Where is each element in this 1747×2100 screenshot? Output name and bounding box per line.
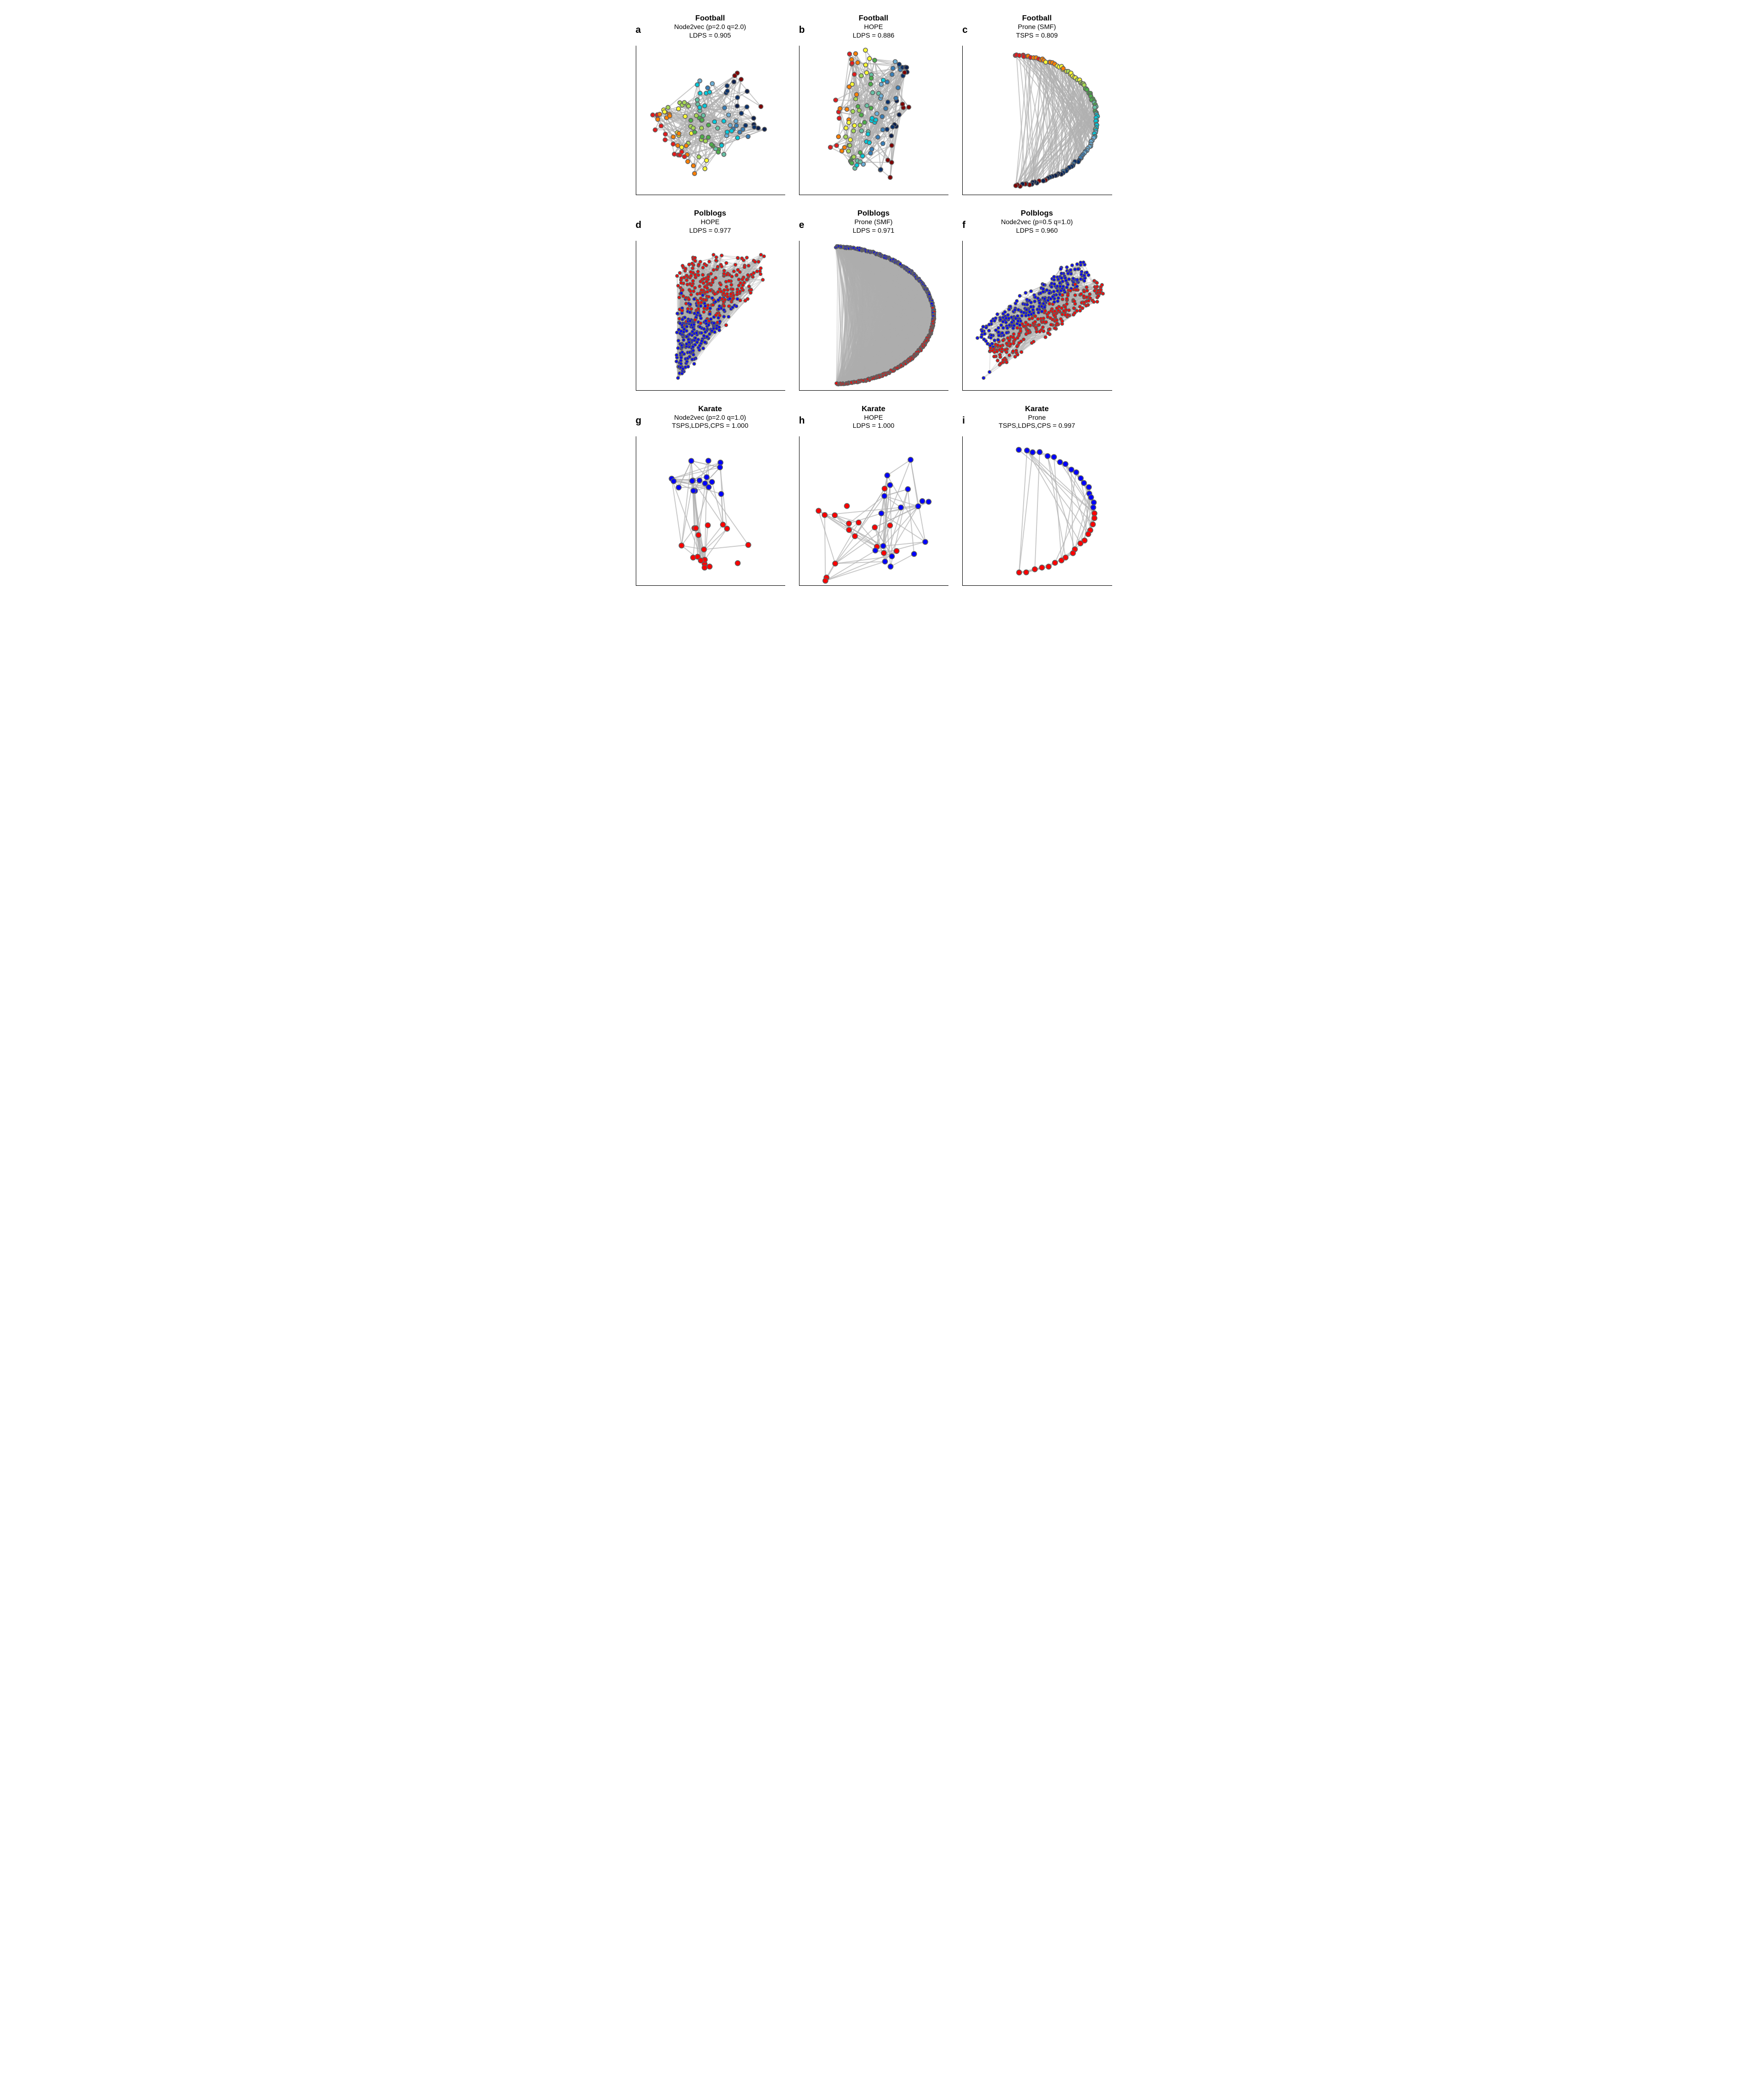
- panel-method: Prone: [962, 414, 1111, 422]
- panel-score: LDPS = 0.886: [799, 31, 948, 40]
- plot-box: [636, 436, 785, 586]
- panel-title-block: hKarateHOPELDPS = 1.000: [799, 405, 948, 434]
- plot-box: [799, 46, 948, 195]
- panel-d: d PolblogsHOPELDPS = 0.977: [636, 209, 785, 390]
- panel-dataset: Karate: [962, 405, 1111, 414]
- panel-method: HOPE: [799, 414, 948, 422]
- panel-letter: f: [962, 220, 966, 231]
- panel-title-block: c FootballProne (SMF)TSPS = 0.809: [962, 14, 1111, 44]
- panel-dataset: Karate: [636, 405, 785, 414]
- panel-letter: i: [962, 415, 965, 426]
- network-plot: [636, 241, 785, 390]
- network-plot: [636, 436, 785, 585]
- panel-method: Node2vec (p=2.0 q=1.0): [636, 414, 785, 422]
- network-plot: [799, 436, 948, 585]
- panel-g: gKarateNode2vec (p=2.0 q=1.0)TSPS,LDPS,C…: [636, 405, 785, 586]
- panel-score: LDPS = 0.905: [636, 31, 785, 40]
- panel-a: a FootballNode2vec (p=2.0 q=2.0)LDPS = 0.…: [636, 14, 785, 195]
- panel-title-block: d PolblogsHOPELDPS = 0.977: [636, 209, 785, 239]
- panel-letter: b: [799, 25, 805, 36]
- panel-dataset: Polblogs: [962, 209, 1111, 218]
- panel-method: Node2vec (p=2.0 q=2.0): [636, 23, 785, 31]
- panel-score: LDPS = 0.960: [962, 227, 1111, 235]
- panel-method: HOPE: [636, 218, 785, 227]
- figure-grid: aFootballNode2vec (p=2.0 q=2.0)LDPS = 0.…: [636, 14, 1112, 586]
- panel-title-block: a FootballNode2vec (p=2.0 q=2.0)LDPS = 0.…: [636, 14, 785, 44]
- panel-score: TSPS = 0.809: [962, 31, 1111, 40]
- panel-dataset: Polblogs: [636, 209, 785, 218]
- panel-score: LDPS = 1.000: [799, 422, 948, 430]
- panel-f: f PolblogsNode2vec (p=0.5 q=1.0)LDPS = 0.…: [962, 209, 1111, 390]
- panel-dataset: Karate: [799, 405, 948, 414]
- panel-letter: c: [962, 25, 967, 36]
- network-plot: [799, 46, 948, 195]
- panel-dataset: Polblogs: [799, 209, 948, 218]
- panel-method: HOPE: [799, 23, 948, 31]
- panel-title-block: b FootballHOPELDPS = 0.886: [799, 14, 948, 44]
- panel-dataset: Football: [962, 14, 1111, 23]
- network-plot: [963, 46, 1112, 195]
- network-plot: [963, 241, 1112, 390]
- panel-method: Prone (SMF): [799, 218, 948, 227]
- plot-box: [962, 46, 1112, 195]
- network-plot: [636, 46, 785, 195]
- panel-b: b FootballHOPELDPS = 0.886: [799, 14, 948, 195]
- plot-box: [636, 241, 785, 390]
- panel-e: e PolblogsProne (SMF)LDPS = 0.971: [799, 209, 948, 390]
- panel-title-block: e PolblogsProne (SMF)LDPS = 0.971: [799, 209, 948, 239]
- panel-score: TSPS,LDPS,CPS = 1.000: [636, 422, 785, 430]
- panel-title-block: iKarateProneTSPS,LDPS,CPS = 0.997: [962, 405, 1111, 434]
- network-plot: [963, 436, 1112, 585]
- panel-letter: g: [636, 415, 642, 426]
- panel-score: LDPS = 0.971: [799, 227, 948, 235]
- panel-method: Prone (SMF): [962, 23, 1111, 31]
- panel-letter: e: [799, 220, 804, 231]
- panel-method: Node2vec (p=0.5 q=1.0): [962, 218, 1111, 227]
- network-plot: [799, 241, 948, 390]
- panel-score: LDPS = 0.977: [636, 227, 785, 235]
- panel-title-block: gKarateNode2vec (p=2.0 q=1.0)TSPS,LDPS,C…: [636, 405, 785, 434]
- plot-box: [636, 46, 785, 195]
- plot-box: [962, 241, 1112, 390]
- panel-c: c FootballProne (SMF)TSPS = 0.809: [962, 14, 1111, 195]
- panel-title-block: f PolblogsNode2vec (p=0.5 q=1.0)LDPS = 0.…: [962, 209, 1111, 239]
- panel-letter: a: [636, 25, 641, 36]
- panel-letter: h: [799, 415, 805, 426]
- panel-h: hKarateHOPELDPS = 1.000: [799, 405, 948, 586]
- plot-box: [799, 436, 948, 586]
- plot-box: [799, 241, 948, 390]
- panel-letter: d: [636, 220, 642, 231]
- plot-box: [962, 436, 1112, 586]
- panel-i: iKarateProneTSPS,LDPS,CPS = 0.997: [962, 405, 1111, 586]
- panel-score: TSPS,LDPS,CPS = 0.997: [962, 422, 1111, 430]
- panel-dataset: Football: [636, 14, 785, 23]
- panel-dataset: Football: [799, 14, 948, 23]
